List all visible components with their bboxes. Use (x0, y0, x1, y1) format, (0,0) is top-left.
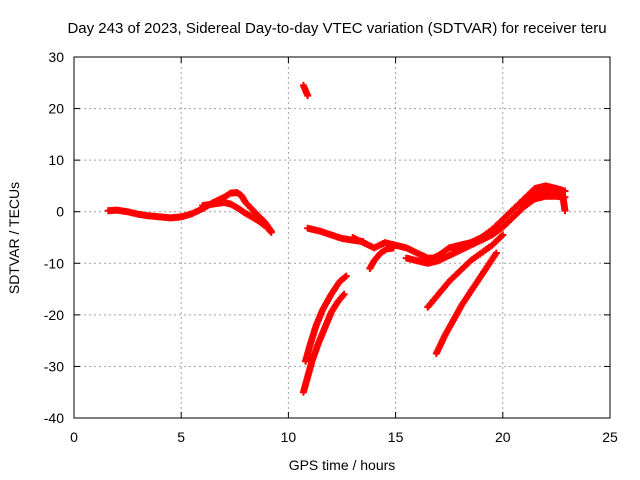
series-arc-11 (424, 231, 507, 311)
series-arc-2 (199, 198, 275, 236)
x-tick-label: 0 (70, 429, 78, 445)
x-tick-label: 25 (602, 429, 618, 445)
data-point (499, 231, 507, 239)
series-arc-6 (304, 224, 367, 246)
data-points (104, 81, 569, 396)
x-tick-labels: 0 5 10 15 20 25 (70, 429, 618, 445)
data-point (342, 272, 350, 280)
y-tick-label: -40 (44, 410, 64, 426)
series-arc-3 (299, 81, 312, 100)
chart-title: Day 243 of 2023, Sidereal Day-to-day VTE… (67, 20, 606, 37)
x-tick-label: 5 (177, 429, 185, 445)
plot-frame (73, 56, 611, 419)
series-arc-10 (424, 182, 569, 265)
data-point (266, 227, 274, 235)
data-point (339, 292, 347, 300)
x-tick-label: 20 (495, 429, 511, 445)
series-arc-4 (299, 290, 348, 396)
y-tick-label: 20 (48, 101, 64, 117)
data-point (267, 228, 275, 236)
series-arc-8 (366, 244, 397, 272)
data-point (341, 273, 349, 281)
y-tick-label: -30 (44, 358, 64, 374)
y-axis-label: SDTVAR / TECUs (6, 182, 22, 294)
x-tick-label: 10 (281, 429, 297, 445)
data-point (389, 244, 397, 252)
x-axis-label: GPS time / hours (289, 457, 396, 473)
series-arc-5 (302, 272, 350, 365)
data-point (561, 207, 569, 215)
series-arc-12 (432, 249, 500, 358)
y-tick-label: -10 (44, 255, 64, 271)
data-point (304, 92, 312, 100)
data-point (561, 187, 569, 195)
data-point (340, 290, 348, 298)
y-tick-label: -20 (44, 307, 64, 323)
y-tick-label: 10 (48, 152, 64, 168)
data-point (492, 249, 500, 257)
x-tick-label: 15 (388, 429, 404, 445)
y-tick-labels: 30 20 10 0 -10 -20 -30 -40 (44, 49, 64, 426)
series-arc-13 (516, 187, 569, 215)
y-tick-label: 30 (48, 49, 64, 65)
y-tick-label: 0 (56, 204, 64, 220)
